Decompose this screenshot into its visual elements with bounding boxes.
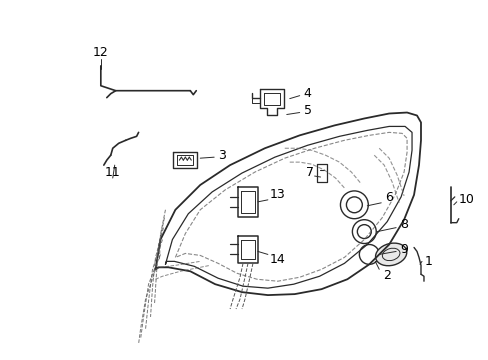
Text: 4: 4 xyxy=(303,87,311,100)
Text: 1: 1 xyxy=(424,255,432,268)
Text: 2: 2 xyxy=(383,269,390,282)
Ellipse shape xyxy=(375,243,406,266)
Text: 5: 5 xyxy=(303,104,311,117)
Text: 13: 13 xyxy=(269,188,285,201)
Text: 11: 11 xyxy=(104,166,121,179)
Text: 14: 14 xyxy=(269,253,285,266)
Text: 12: 12 xyxy=(93,46,108,59)
Text: 10: 10 xyxy=(458,193,474,206)
Text: 9: 9 xyxy=(399,243,407,256)
Text: 6: 6 xyxy=(385,192,392,204)
Text: 7: 7 xyxy=(305,166,313,179)
Text: 8: 8 xyxy=(399,218,407,231)
Text: 3: 3 xyxy=(218,149,225,162)
